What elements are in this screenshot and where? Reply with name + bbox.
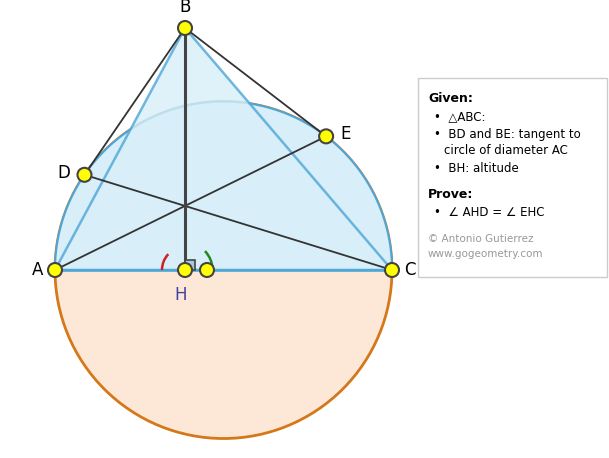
Text: circle of diameter AC: circle of diameter AC xyxy=(444,144,568,157)
FancyBboxPatch shape xyxy=(418,78,607,277)
Text: •  BD and BE: tangent to: • BD and BE: tangent to xyxy=(434,128,581,141)
Text: © Antonio Gutierrez: © Antonio Gutierrez xyxy=(428,234,533,244)
Circle shape xyxy=(178,263,192,277)
Polygon shape xyxy=(185,260,195,270)
Text: •  ∠ AHD = ∠ EHC: • ∠ AHD = ∠ EHC xyxy=(434,206,544,219)
Circle shape xyxy=(178,21,192,35)
Text: •  △ABC:: • △ABC: xyxy=(434,110,485,123)
Text: •  BH: altitude: • BH: altitude xyxy=(434,162,519,175)
Text: www.gogeometry.com: www.gogeometry.com xyxy=(428,249,543,259)
Text: E: E xyxy=(340,125,351,143)
Circle shape xyxy=(55,102,392,438)
Polygon shape xyxy=(55,28,392,270)
Circle shape xyxy=(319,129,333,143)
Circle shape xyxy=(385,263,399,277)
Circle shape xyxy=(48,263,62,277)
Text: A: A xyxy=(32,261,43,279)
Text: Given:: Given: xyxy=(428,92,473,105)
Text: B: B xyxy=(179,0,191,16)
Circle shape xyxy=(200,263,214,277)
Circle shape xyxy=(77,168,91,182)
Text: C: C xyxy=(404,261,415,279)
Text: D: D xyxy=(58,164,71,182)
Text: H: H xyxy=(175,286,187,304)
Polygon shape xyxy=(55,102,392,270)
Text: Prove:: Prove: xyxy=(428,188,473,201)
